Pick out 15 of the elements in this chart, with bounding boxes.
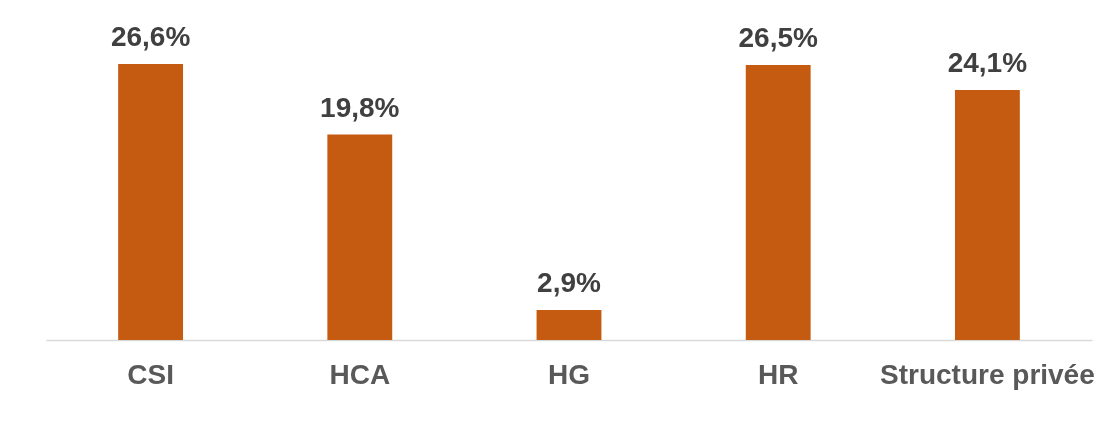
data-label: 19,8% bbox=[320, 91, 400, 123]
data-label: 2,9% bbox=[537, 266, 602, 298]
data-label: 26,6% bbox=[110, 21, 191, 52]
x-tick-label: HR bbox=[757, 358, 799, 390]
bar bbox=[954, 89, 1020, 340]
bar bbox=[536, 309, 602, 340]
x-tick-label: HG bbox=[548, 358, 590, 390]
bar bbox=[118, 64, 184, 340]
bar bbox=[745, 65, 811, 340]
data-label: 24,1% bbox=[947, 46, 1028, 78]
data-label: 26,5% bbox=[738, 22, 818, 54]
bar bbox=[327, 134, 393, 340]
x-tick-label: Structure privée bbox=[880, 358, 1095, 390]
x-tick-label: HCA bbox=[329, 358, 391, 390]
x-tick-label: CSI bbox=[127, 358, 174, 390]
